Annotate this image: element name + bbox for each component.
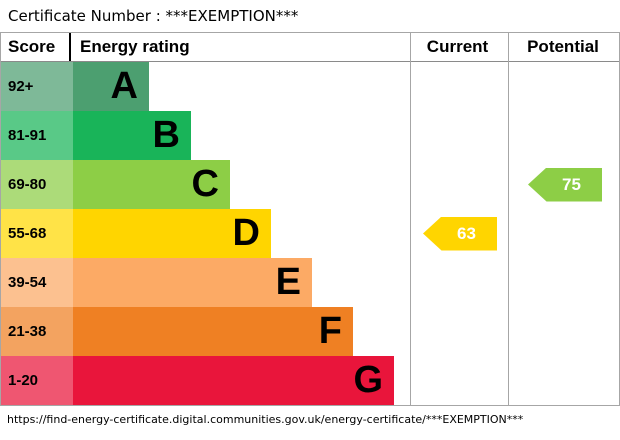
band-row-g: 1-20 G bbox=[1, 356, 619, 405]
score-range-d: 55-68 bbox=[1, 209, 73, 258]
current-rating-value: 63 bbox=[457, 223, 476, 243]
band-letter-b: B bbox=[152, 113, 180, 156]
band-row-c: 69-80 C bbox=[1, 160, 619, 209]
header-score: Score bbox=[1, 33, 71, 61]
header-energy-rating: Energy rating bbox=[80, 37, 190, 56]
band-bar-a: A bbox=[73, 62, 149, 111]
band-letter-e: E bbox=[275, 260, 301, 303]
band-letter-f: F bbox=[318, 309, 342, 352]
band-bar-g: G bbox=[73, 356, 394, 405]
header-current: Current bbox=[426, 37, 489, 56]
score-range-g: 1-20 bbox=[1, 356, 73, 405]
band-letter-c: C bbox=[191, 162, 219, 205]
score-range-f: 21-38 bbox=[1, 307, 73, 356]
band-bar-e: E bbox=[73, 258, 312, 307]
band-row-f: 21-38 F bbox=[1, 307, 619, 356]
band-letter-d: D bbox=[232, 211, 260, 254]
certificate-number-title: Certificate Number : ***EXEMPTION*** bbox=[8, 7, 299, 25]
rating-bands-area: 63 75 92+ A 81-91 B 69-80 C 55-68 D 39-54 E 21-38 F… bbox=[1, 33, 619, 405]
energy-rating-chart: Score Energy rating Current Potential 63… bbox=[0, 32, 620, 406]
column-divider-potential bbox=[508, 33, 509, 405]
chart-header: Score Energy rating Current Potential bbox=[1, 33, 619, 62]
band-bar-d: D bbox=[73, 209, 271, 258]
band-row-b: 81-91 B bbox=[1, 111, 619, 160]
certificate-url: https://find-energy-certificate.digital.… bbox=[7, 413, 524, 426]
band-letter-a: A bbox=[110, 64, 138, 107]
score-range-e: 39-54 bbox=[1, 258, 73, 307]
band-bar-f: F bbox=[73, 307, 353, 356]
band-bar-c: C bbox=[73, 160, 230, 209]
header-potential: Potential bbox=[527, 37, 599, 56]
score-range-b: 81-91 bbox=[1, 111, 73, 160]
potential-rating-value: 75 bbox=[562, 174, 581, 194]
band-bar-b: B bbox=[73, 111, 191, 160]
band-row-d: 55-68 D bbox=[1, 209, 619, 258]
score-range-a: 92+ bbox=[1, 62, 73, 111]
band-letter-g: G bbox=[353, 358, 383, 401]
score-range-c: 69-80 bbox=[1, 160, 73, 209]
column-divider-current bbox=[410, 33, 411, 405]
current-rating-arrow: 63 bbox=[423, 216, 497, 251]
band-row-e: 39-54 E bbox=[1, 258, 619, 307]
band-row-a: 92+ A bbox=[1, 62, 619, 111]
